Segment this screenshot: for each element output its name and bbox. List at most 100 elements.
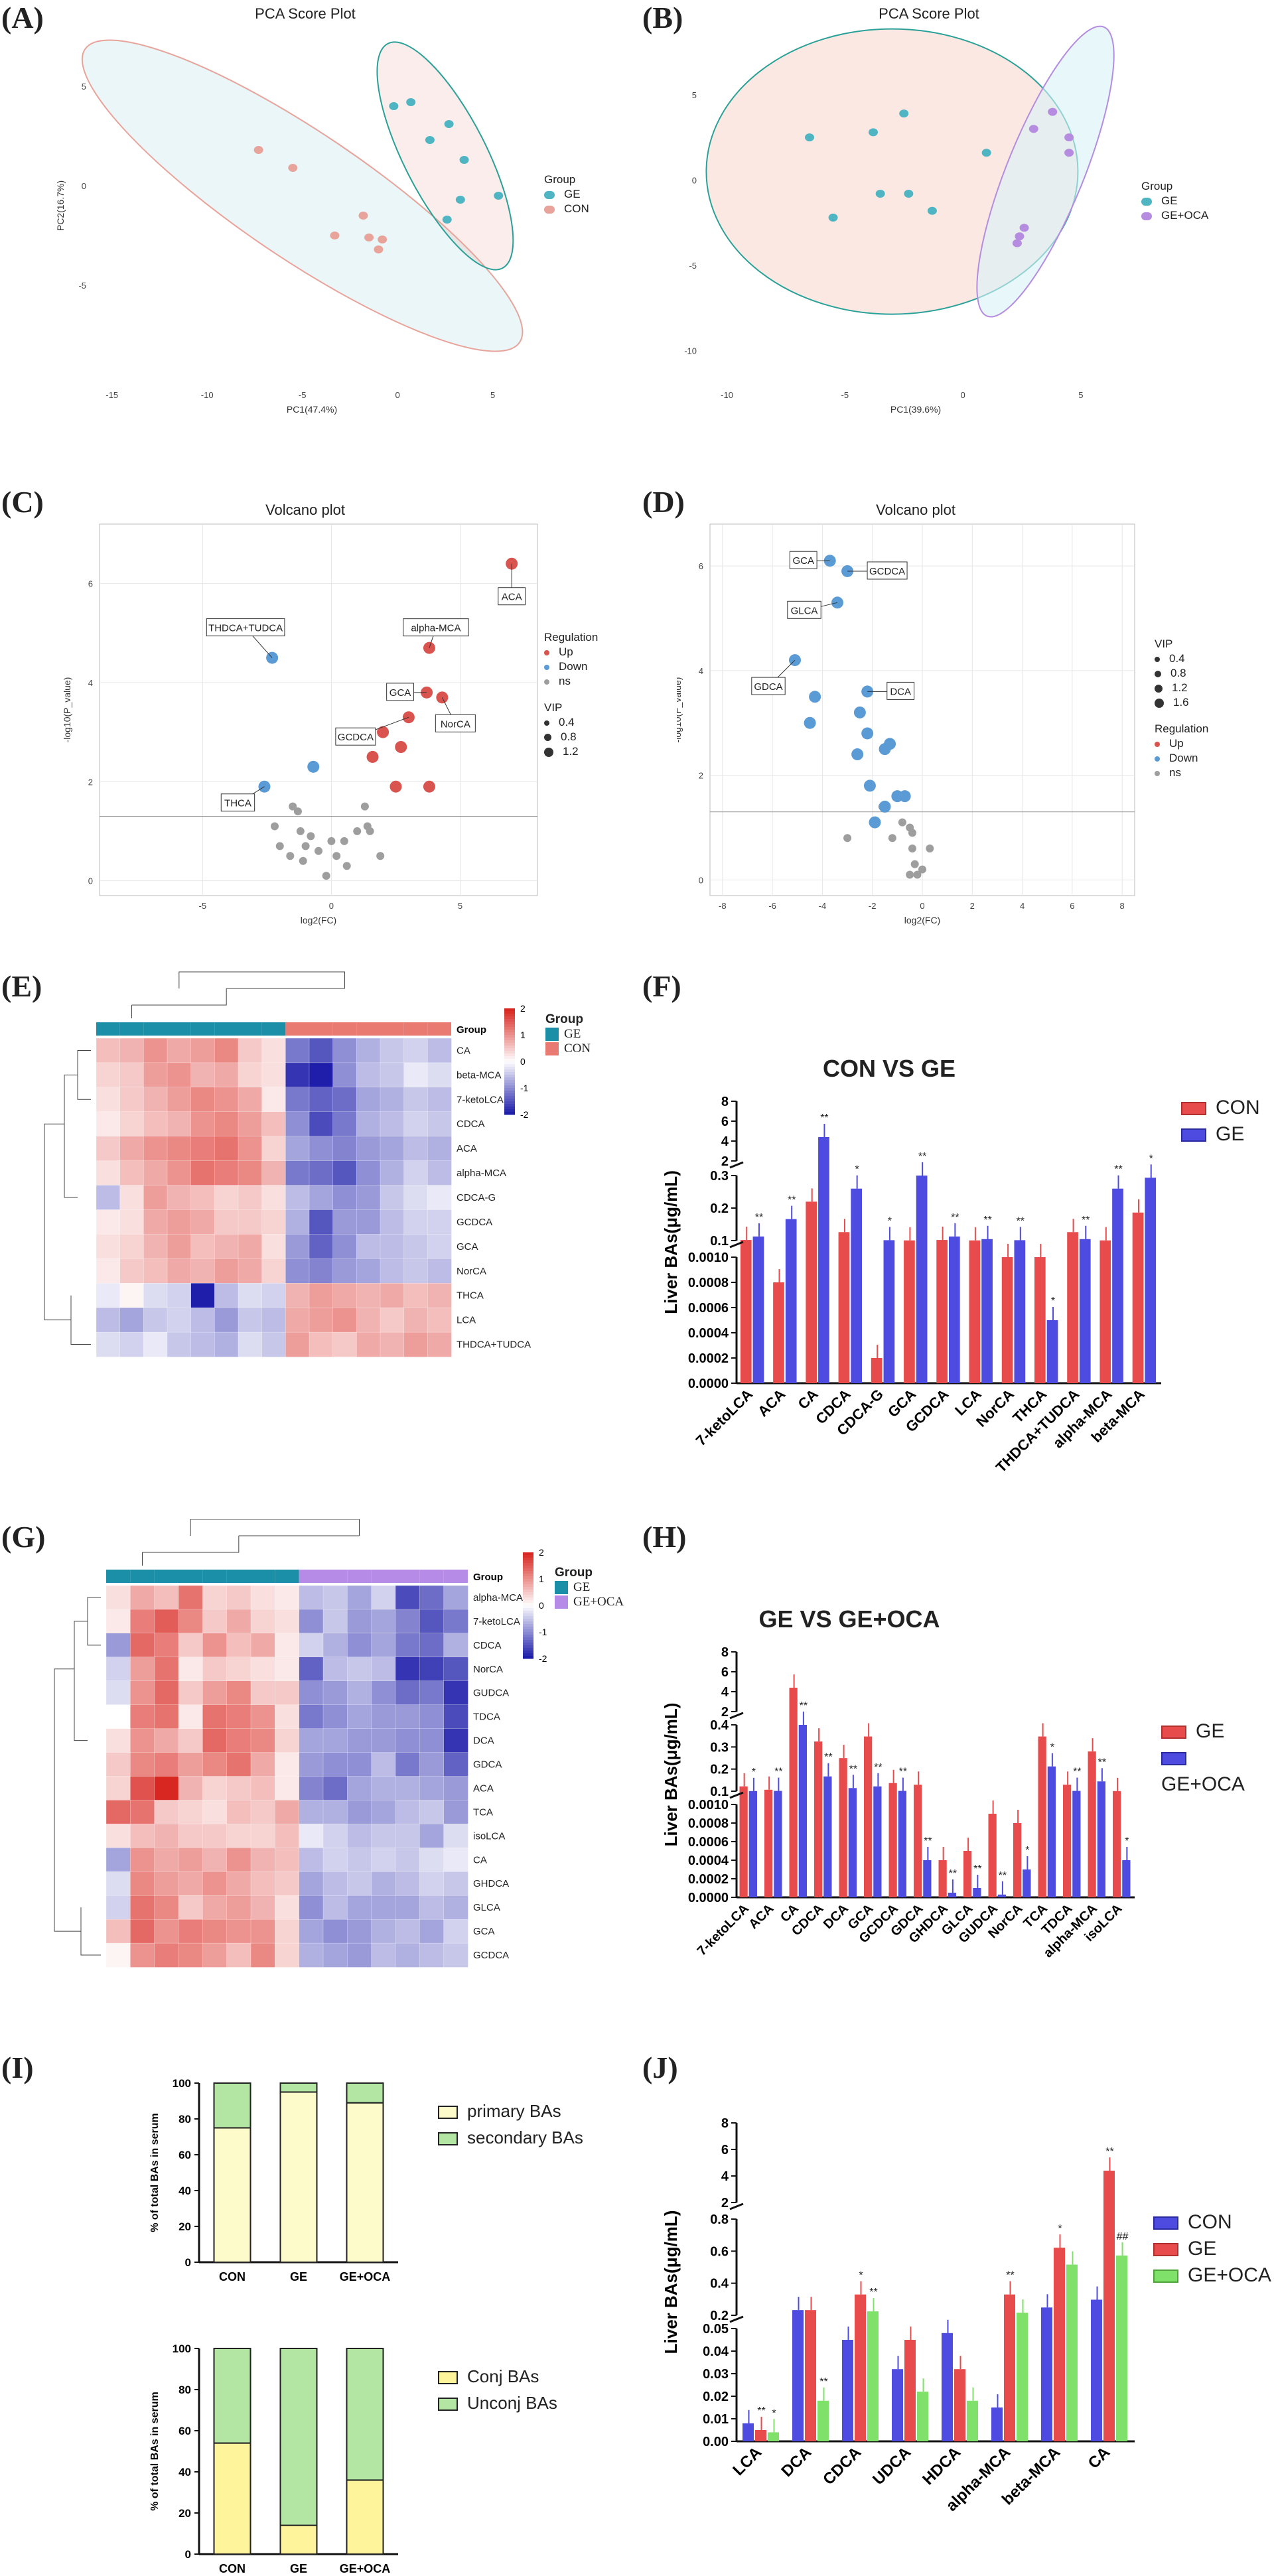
con-point [288, 164, 298, 172]
heatmap-g-legend-oca: GE+OCA [555, 1595, 624, 1609]
heat-cell [226, 1800, 251, 1825]
ge-bar [755, 2430, 766, 2441]
x-tick-label: -10 [721, 390, 733, 400]
heat-cell [285, 1087, 310, 1113]
y-tick-label: 0.0000 [688, 1891, 729, 1905]
heat-cell [202, 1752, 228, 1777]
significance-mark: ** [788, 1195, 796, 1206]
significance-mark: * [1058, 2223, 1062, 2234]
significance-mark: ** [1006, 2270, 1014, 2281]
heat-cell [214, 1258, 239, 1284]
colorbar-step [523, 1656, 533, 1659]
volcano-c-vip-2: 1.2 [544, 744, 598, 759]
heat-cell [226, 1633, 251, 1658]
heat-cell [275, 1609, 300, 1634]
bar-f-title: CON VS GE [822, 1055, 956, 1082]
significance-mark: ** [951, 1212, 959, 1223]
x-axis-label: log2(FC) [301, 915, 336, 925]
heat-row-label: LCA [457, 1315, 476, 1326]
significance-mark: ** [899, 1767, 907, 1778]
y-tick-label: 0.0008 [688, 1276, 729, 1290]
heat-cell [96, 1258, 121, 1284]
stacked-i2-legend-conj: Conj BAs [438, 2363, 557, 2390]
heat-cell [261, 1185, 286, 1211]
heat-cell [380, 1283, 405, 1308]
heat-cell [419, 1919, 445, 1944]
heat-cell [443, 1919, 468, 1944]
axis-break [729, 2315, 744, 2323]
heat-row-label: GCDCA [473, 1950, 509, 1961]
ge-bar [851, 1188, 863, 1383]
category-label: DCA [821, 1901, 851, 1932]
down-point [879, 800, 891, 813]
heat-cell [275, 1585, 300, 1610]
heat-row-label: CA [457, 1045, 470, 1056]
heat-cell [178, 1776, 203, 1801]
ge-point [425, 136, 435, 144]
heat-cell [190, 1308, 215, 1333]
heat-cell [371, 1942, 396, 1968]
oca-bar [973, 1888, 981, 1897]
heat-cell [322, 1585, 348, 1610]
stacked-segment-i1 [213, 2127, 251, 2263]
colorbar-step [523, 1597, 533, 1601]
y-tick-label: 0.8 [710, 2212, 729, 2227]
heat-cell [332, 1087, 357, 1113]
heat-cell [261, 1258, 286, 1284]
x-tick-label: 2 [970, 901, 975, 911]
heat-cell [214, 1062, 239, 1088]
heat-cell [250, 1871, 275, 1896]
con-bar [740, 1240, 752, 1383]
colorbar-step [504, 1101, 515, 1105]
heat-cell [226, 1848, 251, 1872]
pca-a-legend-ge: GE [544, 187, 589, 202]
heat-row-label: DCA [473, 1735, 494, 1747]
heat-cell [190, 1283, 215, 1308]
heat-cell [299, 1728, 324, 1753]
heat-cell [214, 1234, 239, 1259]
colorbar-step [523, 1611, 533, 1614]
colorbar-step [504, 1099, 515, 1102]
ns-point [913, 870, 922, 879]
heat-cell [143, 1038, 168, 1063]
heat-cell [395, 1657, 420, 1682]
heat-cell [238, 1185, 263, 1211]
colorbar-step [504, 1051, 515, 1054]
colorbar-label: 0 [520, 1056, 526, 1067]
con-bar [1041, 2307, 1052, 2441]
colorbar-step [523, 1608, 533, 1611]
heat-cell [275, 1848, 300, 1872]
colorbar-step [523, 1563, 533, 1566]
colorbar-step [523, 1637, 533, 1641]
colorbar-step [523, 1603, 533, 1606]
colorbar-step [504, 1061, 515, 1065]
heat-cell [309, 1038, 334, 1063]
heat-cell [96, 1160, 121, 1186]
ge-point [455, 196, 465, 204]
colorbar-step [523, 1587, 533, 1590]
heat-cell [214, 1136, 239, 1162]
heat-cell [347, 1609, 372, 1634]
group-bar-cell [309, 1022, 333, 1036]
heat-cell [309, 1209, 334, 1235]
heat-cell [356, 1038, 381, 1063]
stacked-i2-legend-unconj: Unconj BAs [438, 2390, 557, 2416]
up-point [389, 780, 402, 793]
colorbar-step [523, 1579, 533, 1582]
y-tick-label: 0.6 [710, 2244, 729, 2259]
heat-cell [154, 1633, 179, 1658]
heat-cell [332, 1038, 357, 1063]
ge-bar [864, 1736, 873, 1897]
significance-mark: * [772, 2407, 776, 2419]
y-tick-label: 20 [178, 2220, 191, 2233]
ge-bar [949, 1236, 960, 1383]
heat-row-label: ACA [457, 1143, 477, 1154]
category-label: ACA [746, 1901, 776, 1932]
colorbar-step [523, 1584, 533, 1588]
y-tick-label: 0.2 [710, 1201, 729, 1216]
heat-cell [322, 1848, 348, 1872]
heat-cell [427, 1234, 452, 1259]
heat-cell [154, 1871, 179, 1896]
x-tick-label: -15 [106, 390, 118, 400]
volcano-c-reg-up: Up [544, 645, 598, 659]
